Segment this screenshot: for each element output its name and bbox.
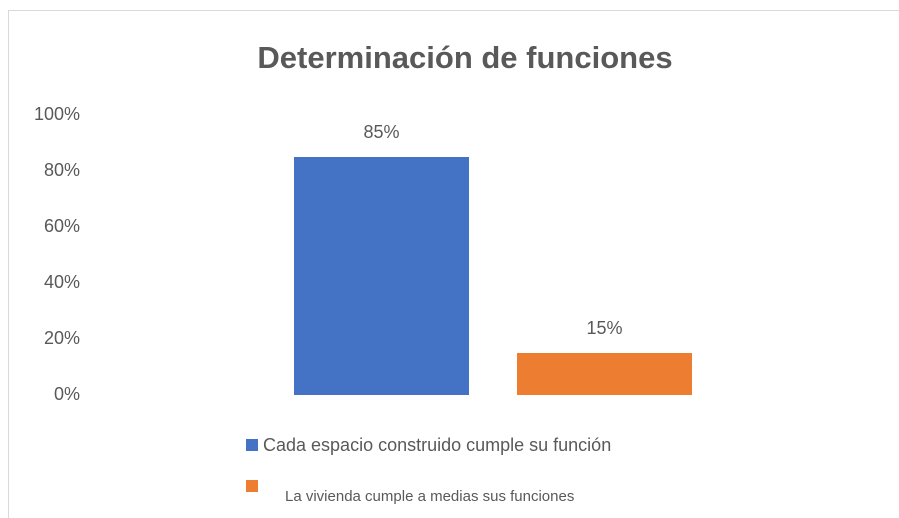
y-tick-label: 0% — [54, 384, 80, 404]
legend-label: Cada espacio construido cumple su funció… — [263, 435, 611, 455]
y-tick-label: 40% — [44, 272, 80, 292]
legend-swatch — [246, 439, 258, 451]
y-tick-label: 60% — [44, 216, 80, 236]
bar — [517, 353, 692, 395]
y-tick-label: 100% — [34, 104, 80, 124]
legend-label: La vivienda cumple a medias sus funcione… — [285, 488, 574, 505]
chart-title: Determinación de funciones — [257, 40, 672, 75]
bar — [294, 157, 469, 395]
y-tick-label: 20% — [44, 328, 80, 348]
legend-swatch — [246, 480, 258, 492]
data-label: 15% — [586, 318, 622, 338]
data-label: 85% — [363, 122, 399, 142]
y-tick-label: 80% — [44, 160, 80, 180]
